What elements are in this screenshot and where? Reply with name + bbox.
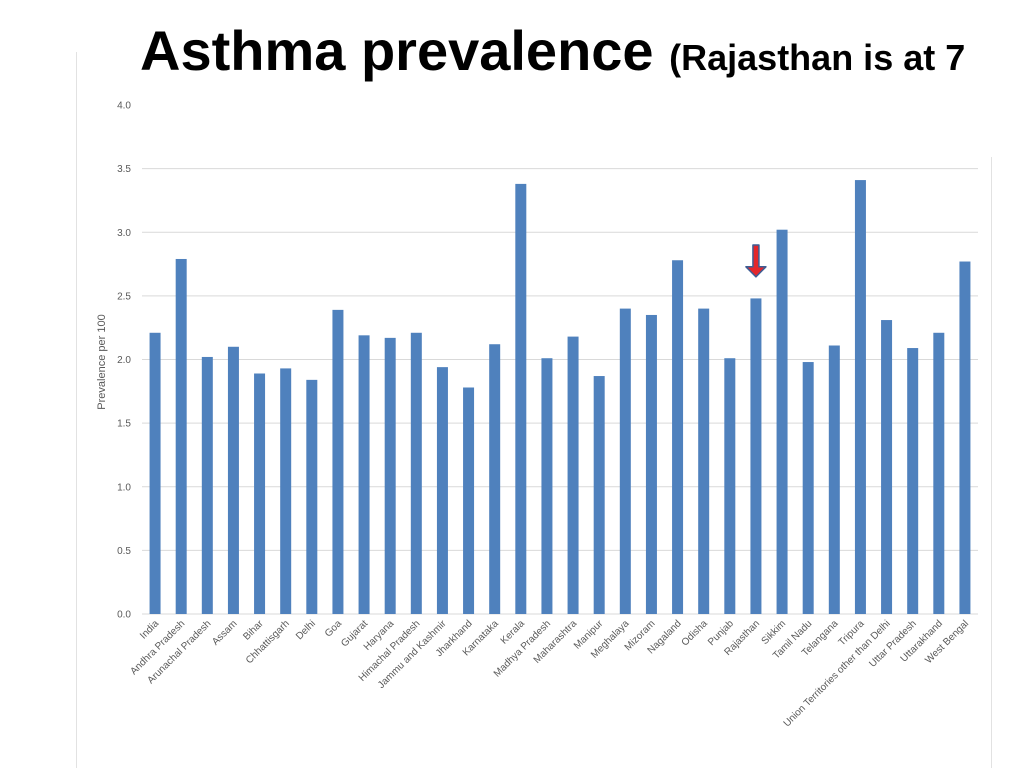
- y-tick-label: 3.5: [117, 164, 131, 175]
- down-arrow-icon: [745, 244, 767, 278]
- y-tick-label: 0.0: [117, 610, 131, 621]
- bar-meghalaya: [619, 308, 631, 614]
- bar-tripura: [854, 180, 866, 614]
- y-tick-label: 2.5: [117, 291, 131, 302]
- annotation-arrow: [745, 244, 767, 278]
- x-tick-label: India: [138, 618, 161, 641]
- chart-frame: [76, 52, 992, 768]
- y-tick-label: 0.5: [117, 546, 131, 557]
- title-main: Asthma prevalence: [140, 19, 670, 82]
- x-tick-label: Goa: [323, 618, 344, 639]
- bar-rajasthan: [750, 298, 762, 614]
- bar-delhi: [306, 379, 318, 614]
- slide-title: Asthma prevalence (Rajasthan is at 7: [140, 18, 1024, 98]
- bar-tamil-nadu: [802, 362, 814, 614]
- bar-andhra-pradesh: [175, 258, 187, 614]
- bar-jharkhand: [463, 387, 475, 614]
- bar-odisha: [698, 308, 710, 614]
- bars: [149, 180, 971, 614]
- y-tick-label: 1.5: [117, 419, 131, 430]
- y-tick-label: 2.0: [117, 355, 131, 366]
- bar-uttarakhand: [933, 332, 945, 614]
- y-tick-label: 3.0: [117, 228, 131, 239]
- bar-mizoram: [645, 314, 657, 614]
- bar-assam: [227, 346, 239, 614]
- bar-jammu-and-kashmir: [436, 367, 448, 614]
- bar-india: [149, 332, 161, 614]
- x-tick-label: Assam: [210, 618, 239, 647]
- y-axis-ticks: 0.0 0.5 1.0 1.5 2.0 2.5 3.0 3.5 4.0: [117, 101, 131, 621]
- title-subtitle: (Rajasthan is at 7: [669, 37, 966, 78]
- bar-himachal-pradesh: [410, 332, 422, 614]
- bar-goa: [332, 309, 344, 614]
- bar-chhattisgarh: [280, 368, 292, 614]
- chart-frame-edge: [991, 157, 992, 768]
- bar-kerala: [515, 183, 527, 614]
- y-axis-title: Prevalence per 100: [96, 314, 108, 409]
- bar-telangana: [828, 345, 840, 614]
- bar-madhya-pradesh: [541, 358, 553, 614]
- bar-manipur: [593, 376, 605, 614]
- bar-uttar-pradesh: [907, 348, 919, 614]
- x-tick-label: Odisha: [680, 618, 710, 648]
- bar-haryana: [384, 337, 396, 614]
- bar-union-territories-other-than-delhi: [881, 320, 893, 614]
- bar-nagaland: [672, 260, 684, 614]
- bar-arunachal-pradesh: [201, 356, 213, 614]
- y-tick-label: 4.0: [117, 101, 131, 112]
- bar-bihar: [254, 373, 266, 614]
- bar-karnataka: [489, 344, 501, 614]
- annotations: [745, 244, 767, 278]
- bar-sikkim: [776, 229, 788, 614]
- bar-west-bengal: [959, 261, 971, 614]
- bar-maharashtra: [567, 336, 579, 614]
- bar-punjab: [724, 358, 736, 614]
- x-tick-label: Delhi: [294, 618, 318, 642]
- y-tick-label: 1.0: [117, 482, 131, 493]
- gridlines: [142, 168, 978, 615]
- bar-gujarat: [358, 335, 370, 614]
